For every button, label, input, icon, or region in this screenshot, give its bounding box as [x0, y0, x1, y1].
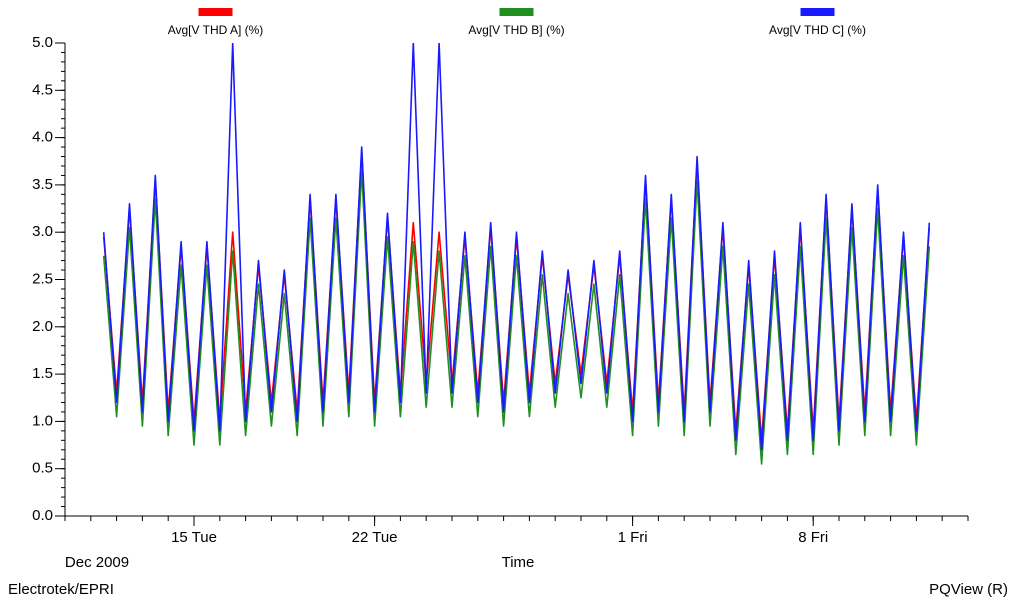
plot-area	[102, 43, 931, 465]
y-tick-label: 3.5	[32, 176, 53, 193]
x-axis-label: Time	[502, 554, 535, 571]
y-tick-label: 5.0	[32, 34, 53, 51]
legend-label: Avg[V THD A] (%)	[168, 23, 264, 37]
x-tick-label: 1 Fri	[618, 529, 648, 546]
legend-label: Avg[V THD B] (%)	[468, 23, 564, 37]
y-tick-label: 1.5	[32, 365, 53, 382]
footer-left: Electrotek/EPRI	[8, 581, 114, 598]
x-tick-label: 8 Fri	[798, 529, 828, 546]
y-tick-label: 4.5	[32, 81, 53, 98]
y-tick-label: 2.5	[32, 270, 53, 287]
y-tick-label: 0.0	[32, 507, 53, 524]
series-line	[102, 43, 931, 451]
legend-label: Avg[V THD C] (%)	[769, 23, 866, 37]
y-tick-label: 0.5	[32, 460, 53, 477]
legend-swatch	[198, 8, 233, 16]
y-tick-label: 4.0	[32, 129, 53, 146]
legend-swatch	[800, 8, 835, 16]
x-tick-label: 22 Tue	[352, 529, 398, 546]
y-tick-label: 2.0	[32, 318, 53, 335]
y-tick-label: 1.0	[32, 412, 53, 429]
legend-swatch	[499, 8, 534, 16]
y-tick-label: 3.0	[32, 223, 53, 240]
x-tick-label: 15 Tue	[171, 529, 217, 546]
footer-right: PQView (R)	[929, 581, 1008, 598]
x-period: Dec 2009	[65, 554, 129, 571]
series-line	[102, 169, 931, 465]
